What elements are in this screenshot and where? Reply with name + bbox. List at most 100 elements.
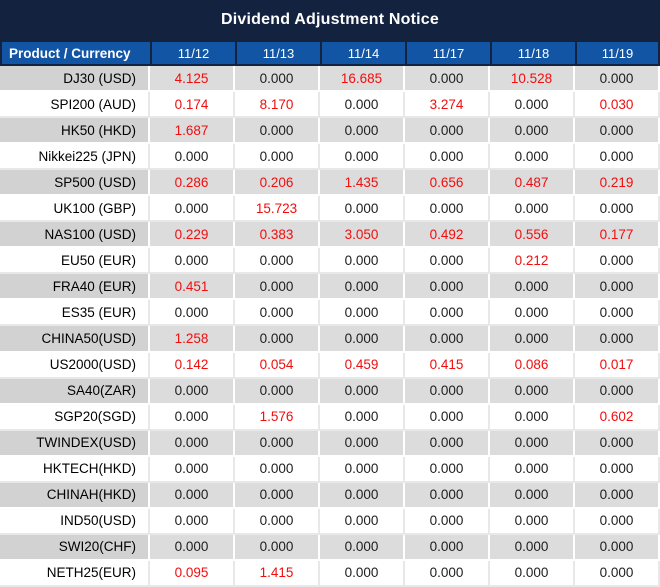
value-cell: 0.000 xyxy=(490,482,575,509)
product-cell: CHINAH(HKD) xyxy=(0,482,150,509)
value-cell: 0.000 xyxy=(235,144,320,171)
column-header-date: 11/19 xyxy=(575,40,660,66)
table-row: Nikkei225 (JPN) 0.000 0.000 0.000 0.000 0.000… xyxy=(0,144,660,171)
value-cell: 0.602 xyxy=(575,404,660,431)
value-cell: 0.000 xyxy=(320,300,405,327)
table-row: TWINDEX(USD) 0.000 0.000 0.000 0.000 0.000 0.0… xyxy=(0,430,660,457)
value-cell: 0.000 xyxy=(405,326,490,353)
value-cell: 0.000 xyxy=(575,560,660,587)
value-cell: 1.687 xyxy=(150,118,235,145)
product-cell: IND50(USD) xyxy=(0,508,150,535)
title-bar: Dividend Adjustment Notice xyxy=(0,0,660,40)
value-cell: 0.000 xyxy=(490,508,575,535)
value-cell: 0.487 xyxy=(490,170,575,197)
value-cell: 0.017 xyxy=(575,352,660,379)
value-cell: 0.000 xyxy=(320,508,405,535)
value-cell: 0.086 xyxy=(490,352,575,379)
value-cell: 0.000 xyxy=(575,300,660,327)
value-cell: 0.219 xyxy=(575,170,660,197)
table-row: DJ30 (USD) 4.125 0.000 16.685 0.000 10.528 0.0… xyxy=(0,66,660,93)
value-cell: 0.000 xyxy=(490,300,575,327)
value-cell: 0.000 xyxy=(490,92,575,119)
column-header-date: 11/17 xyxy=(405,40,490,66)
value-cell: 0.459 xyxy=(320,352,405,379)
value-cell: 0.000 xyxy=(320,430,405,457)
value-cell: 0.000 xyxy=(575,248,660,275)
product-cell: US2000(USD) xyxy=(0,352,150,379)
value-cell: 0.000 xyxy=(490,430,575,457)
product-cell: DJ30 (USD) xyxy=(0,66,150,93)
product-cell: EU50 (EUR) xyxy=(0,248,150,275)
value-cell: 0.000 xyxy=(320,274,405,301)
value-cell: 0.000 xyxy=(235,534,320,561)
table-row: ES35 (EUR) 0.000 0.000 0.000 0.000 0.000 0.000 xyxy=(0,300,660,327)
value-cell: 0.000 xyxy=(235,66,320,93)
value-cell: 0.000 xyxy=(575,482,660,509)
value-cell: 0.000 xyxy=(150,300,235,327)
value-cell: 0.415 xyxy=(405,352,490,379)
value-cell: 0.000 xyxy=(405,118,490,145)
value-cell: 0.000 xyxy=(405,508,490,535)
value-cell: 0.000 xyxy=(405,404,490,431)
product-cell: HK50 (HKD) xyxy=(0,118,150,145)
product-cell: SA40(ZAR) xyxy=(0,378,150,405)
value-cell: 3.274 xyxy=(405,92,490,119)
value-cell: 0.000 xyxy=(320,456,405,483)
value-cell: 0.492 xyxy=(405,222,490,249)
value-cell: 0.000 xyxy=(490,378,575,405)
value-cell: 0.000 xyxy=(320,560,405,587)
value-cell: 0.212 xyxy=(490,248,575,275)
value-cell: 0.000 xyxy=(575,144,660,171)
product-cell: FRA40 (EUR) xyxy=(0,274,150,301)
value-cell: 0.000 xyxy=(320,196,405,223)
value-cell: 0.000 xyxy=(235,378,320,405)
product-cell: CHINA50(USD) xyxy=(0,326,150,353)
table-row: HK50 (HKD) 1.687 0.000 0.000 0.000 0.000 0.000 xyxy=(0,118,660,145)
value-cell: 0.286 xyxy=(150,170,235,197)
value-cell: 0.000 xyxy=(575,196,660,223)
value-cell: 0.000 xyxy=(235,482,320,509)
value-cell: 0.000 xyxy=(575,66,660,93)
product-cell: NETH25(EUR) xyxy=(0,560,150,587)
value-cell: 0.000 xyxy=(490,118,575,145)
value-cell: 1.258 xyxy=(150,326,235,353)
value-cell: 0.000 xyxy=(405,66,490,93)
value-cell: 0.000 xyxy=(405,534,490,561)
value-cell: 0.000 xyxy=(150,404,235,431)
value-cell: 0.000 xyxy=(320,378,405,405)
value-cell: 0.000 xyxy=(575,118,660,145)
table-row: CHINAH(HKD) 0.000 0.000 0.000 0.000 0.000 0.00… xyxy=(0,482,660,509)
value-cell: 0.000 xyxy=(150,378,235,405)
value-cell: 0.000 xyxy=(490,274,575,301)
value-cell: 0.000 xyxy=(150,482,235,509)
value-cell: 0.000 xyxy=(575,456,660,483)
value-cell: 0.000 xyxy=(405,248,490,275)
column-header-date: 11/18 xyxy=(490,40,575,66)
value-cell: 0.000 xyxy=(235,430,320,457)
value-cell: 0.095 xyxy=(150,560,235,587)
value-cell: 16.685 xyxy=(320,66,405,93)
value-cell: 0.229 xyxy=(150,222,235,249)
value-cell: 0.000 xyxy=(235,274,320,301)
value-cell: 0.000 xyxy=(405,378,490,405)
value-cell: 0.000 xyxy=(490,534,575,561)
value-cell: 1.435 xyxy=(320,170,405,197)
value-cell: 0.000 xyxy=(575,326,660,353)
value-cell: 0.000 xyxy=(575,274,660,301)
product-cell: UK100 (GBP) xyxy=(0,196,150,223)
value-cell: 0.451 xyxy=(150,274,235,301)
table-row: SPI200 (AUD) 0.174 8.170 0.000 3.274 0.000 0.0… xyxy=(0,92,660,119)
value-cell: 0.000 xyxy=(150,534,235,561)
value-cell: 0.000 xyxy=(320,482,405,509)
value-cell: 0.000 xyxy=(405,144,490,171)
table-row: NAS100 (USD) 0.229 0.383 3.050 0.492 0.556 0.1… xyxy=(0,222,660,249)
value-cell: 0.000 xyxy=(150,144,235,171)
value-cell: 0.000 xyxy=(405,300,490,327)
value-cell: 0.000 xyxy=(405,274,490,301)
value-cell: 0.000 xyxy=(490,560,575,587)
value-cell: 8.170 xyxy=(235,92,320,119)
column-header-date: 11/14 xyxy=(320,40,405,66)
table-row: SA40(ZAR) 0.000 0.000 0.000 0.000 0.000 0.000 xyxy=(0,378,660,405)
value-cell: 0.000 xyxy=(150,196,235,223)
